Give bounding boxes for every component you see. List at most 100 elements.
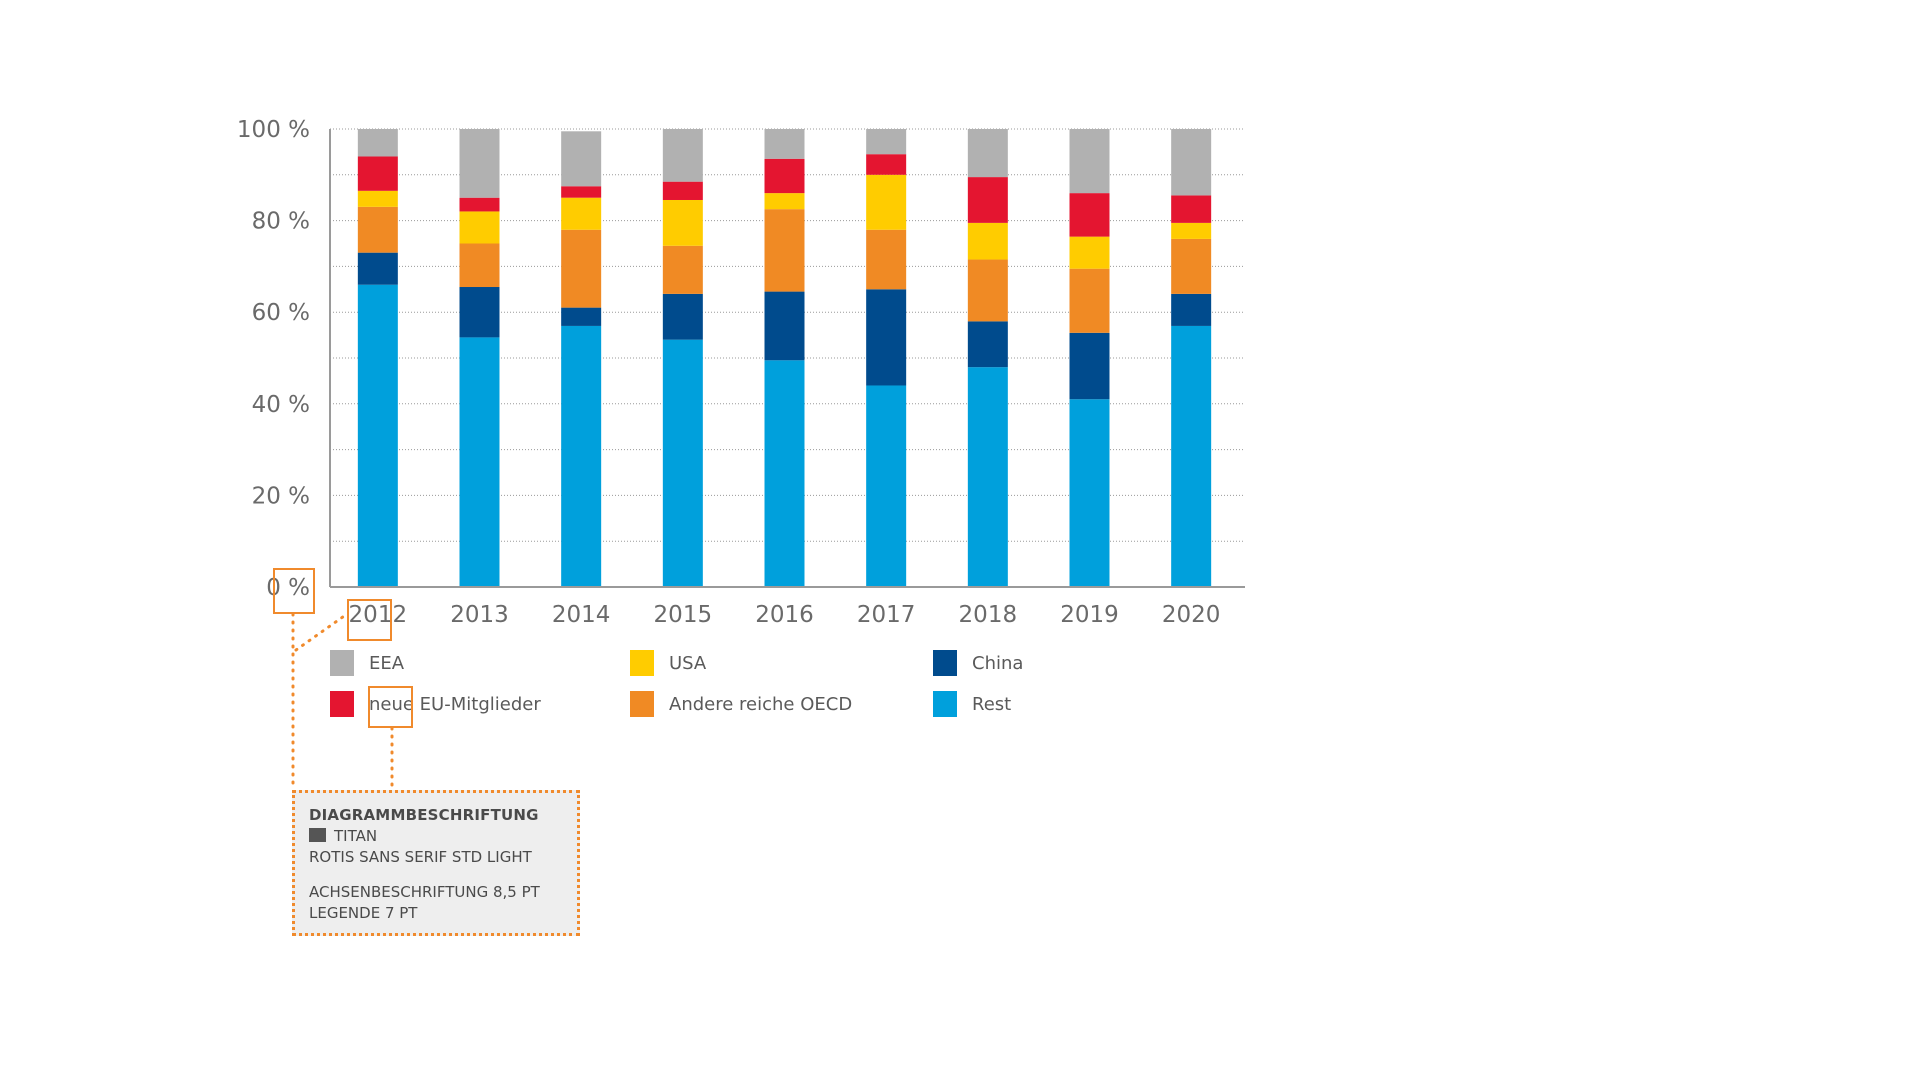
- bar-segment-rest-2014: [561, 325, 602, 587]
- bar-segment-eea-2019: [1069, 129, 1110, 194]
- bar-segment-usa-2013: [459, 211, 500, 244]
- legend-label: China: [972, 652, 1024, 674]
- bar-segment-andere-reiche-oecd-2020: [1171, 238, 1212, 294]
- legend-item-eea: EEA: [330, 650, 404, 676]
- bar-segment-eea-2020: [1171, 129, 1212, 196]
- highlight-legend-word: [368, 686, 413, 728]
- bar-segment-eea-2013: [459, 129, 500, 198]
- bar-segment-neue-eu-mitglieder-2012: [357, 156, 398, 191]
- y-tick-label: 40 %: [252, 392, 310, 418]
- bar-segment-eea-2014: [561, 131, 602, 187]
- spec-legend: LEGENDE 7 PT: [309, 904, 418, 922]
- bar-segment-china-2017: [866, 289, 907, 386]
- bar-segment-neue-eu-mitglieder-2017: [866, 154, 907, 175]
- bar-segment-china-2018: [967, 321, 1008, 368]
- y-tick-label: 100 %: [237, 117, 310, 143]
- bar-segment-rest-2015: [662, 339, 703, 587]
- legend-swatch: [330, 691, 354, 717]
- x-tick-label: 2020: [1162, 602, 1221, 628]
- spec-axis: ACHSENBESCHRIFTUNG 8,5 PT: [309, 883, 540, 901]
- y-tick-label: 60 %: [252, 300, 310, 326]
- bar-segment-rest-2013: [459, 337, 500, 587]
- bar-segment-usa-2020: [1171, 222, 1212, 239]
- bar-segment-neue-eu-mitglieder-2015: [662, 181, 703, 200]
- bar-segment-rest-2019: [1069, 399, 1110, 587]
- bar-segment-eea-2018: [967, 129, 1008, 178]
- bar-segment-neue-eu-mitglieder-2013: [459, 197, 500, 212]
- bar-segment-neue-eu-mitglieder-2020: [1171, 195, 1212, 223]
- bar-segment-rest-2012: [357, 284, 398, 587]
- bar-segment-andere-reiche-oecd-2018: [967, 259, 1008, 322]
- legend-item-usa: USA: [630, 650, 706, 676]
- x-tick-label: 2012: [349, 602, 408, 628]
- legend-swatch: [933, 691, 957, 717]
- x-tick-label: 2016: [755, 602, 814, 628]
- spec-color-row: TITAN: [309, 826, 563, 847]
- spec-color-name: TITAN: [334, 827, 378, 845]
- x-tick-label: 2014: [552, 602, 611, 628]
- bar-segment-china-2020: [1171, 293, 1212, 326]
- x-tick-label: 2018: [959, 602, 1018, 628]
- y-tick-label: 80 %: [252, 209, 310, 235]
- legend-swatch: [330, 650, 354, 676]
- bar-segment-andere-reiche-oecd-2017: [866, 229, 907, 290]
- bar-segment-eea-2012: [357, 129, 398, 157]
- legend-swatch: [933, 650, 957, 676]
- legend-item-china: China: [933, 650, 1023, 676]
- bar-segment-andere-reiche-oecd-2014: [561, 229, 602, 308]
- x-tick-label: 2019: [1060, 602, 1119, 628]
- axes: [329, 129, 1245, 588]
- bar-segment-rest-2017: [866, 385, 907, 587]
- y-tick-label: 20 %: [252, 483, 310, 509]
- bar-segment-china-2016: [764, 291, 805, 361]
- x-tick-label: 2015: [654, 602, 713, 628]
- spec-font: ROTIS SANS SERIF STD LIGHT: [309, 848, 532, 866]
- highlight-x-first: [347, 599, 392, 641]
- bar-segment-andere-reiche-oecd-2019: [1069, 268, 1110, 333]
- bar-segment-eea-2017: [866, 129, 907, 155]
- legend-label: Rest: [972, 693, 1012, 715]
- typography-spec-box: DIAGRAMMBESCHRIFTUNG TITAN ROTIS SANS SE…: [292, 790, 580, 936]
- bar-segment-china-2014: [561, 307, 602, 326]
- legend-item-andere-oecd: Andere reiche OECD: [630, 691, 852, 717]
- bar-segment-usa-2012: [357, 190, 398, 207]
- bar-segment-usa-2018: [967, 222, 1008, 260]
- legend-item-rest: Rest: [933, 691, 1011, 717]
- bar-segment-eea-2015: [662, 129, 703, 182]
- legend-label: Andere reiche OECD: [669, 693, 853, 715]
- bar-segment-china-2012: [357, 252, 398, 285]
- bar-segment-neue-eu-mitglieder-2016: [764, 158, 805, 194]
- bars: [357, 129, 1212, 587]
- bar-segment-usa-2017: [866, 174, 907, 230]
- bar-segment-andere-reiche-oecd-2016: [764, 209, 805, 292]
- legend-label: USA: [669, 652, 707, 674]
- bar-segment-eea-2016: [764, 129, 805, 159]
- bar-segment-usa-2014: [561, 197, 602, 230]
- bar-segment-usa-2016: [764, 193, 805, 210]
- y-tick-labels: 0 %20 %40 %60 %80 %100 %: [237, 117, 310, 601]
- bar-segment-usa-2015: [662, 199, 703, 246]
- color-swatch: [309, 828, 326, 842]
- bar-segment-china-2015: [662, 293, 703, 340]
- legend-swatch: [630, 650, 654, 676]
- bar-segment-andere-reiche-oecd-2015: [662, 245, 703, 294]
- legend-swatch: [630, 691, 654, 717]
- bar-segment-neue-eu-mitglieder-2014: [561, 186, 602, 198]
- x-tick-labels: 2012 2013 2014 2015 2016 2017 2018 2019 2020: [349, 602, 1221, 628]
- bar-segment-neue-eu-mitglieder-2019: [1069, 193, 1110, 237]
- spec-title: DIAGRAMMBESCHRIFTUNG: [309, 806, 539, 824]
- bar-segment-rest-2016: [764, 360, 805, 587]
- bar-segment-rest-2020: [1171, 325, 1212, 587]
- bar-segment-rest-2018: [967, 367, 1008, 587]
- bar-segment-andere-reiche-oecd-2012: [357, 206, 398, 253]
- bar-segment-usa-2019: [1069, 236, 1110, 269]
- x-tick-label: 2013: [450, 602, 509, 628]
- bar-segment-china-2019: [1069, 332, 1110, 400]
- x-tick-label: 2017: [857, 602, 916, 628]
- bar-segment-china-2013: [459, 287, 500, 338]
- bar-segment-andere-reiche-oecd-2013: [459, 243, 500, 288]
- legend-label: EEA: [369, 652, 405, 674]
- bar-segment-neue-eu-mitglieder-2018: [967, 177, 1008, 223]
